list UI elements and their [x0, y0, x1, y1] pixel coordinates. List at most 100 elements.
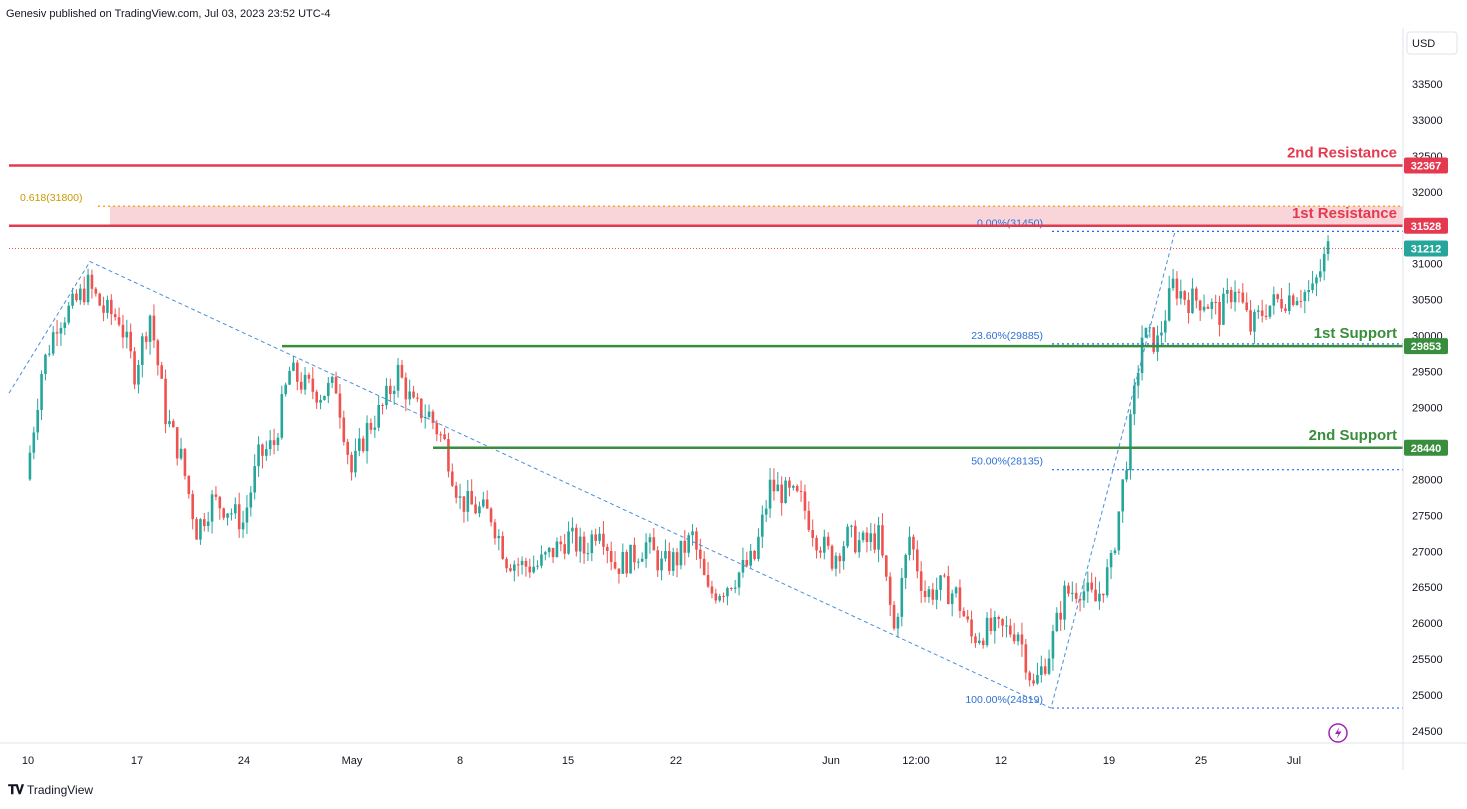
candle-down — [892, 604, 896, 629]
candle-down — [474, 504, 477, 514]
resistance-label: 1st Resistance — [1292, 205, 1397, 222]
candle-up — [644, 542, 648, 559]
candle-up — [978, 640, 981, 643]
candle-down — [400, 364, 404, 378]
currency-button[interactable]: USD — [1406, 31, 1458, 55]
candle-up — [761, 514, 764, 537]
candle-down — [819, 550, 822, 553]
candle-up — [392, 390, 396, 395]
candle-down — [315, 391, 318, 403]
candle-down — [606, 546, 609, 551]
candle-up — [1148, 327, 1152, 329]
candle-up — [757, 536, 760, 559]
candle-up — [1144, 327, 1148, 338]
candle-down — [981, 640, 985, 646]
candle-up — [323, 395, 326, 400]
candle-up — [954, 587, 958, 594]
price-tag-box — [1404, 157, 1448, 174]
plot-area[interactable] — [9, 28, 1403, 743]
candle-up — [1171, 278, 1175, 289]
candle-down — [75, 293, 78, 301]
candle-up — [63, 322, 67, 328]
candle-up — [358, 438, 361, 451]
candle-down — [102, 305, 105, 313]
candle-up — [1105, 567, 1109, 596]
y-tick-label: 33500 — [1412, 79, 1443, 91]
trend-line — [8, 231, 1176, 709]
candle-down — [113, 314, 117, 318]
x-tick-label: Jun — [822, 755, 840, 767]
y-tick-label: 26500 — [1412, 582, 1443, 594]
fib-level-label: 23.60%(29885) — [971, 330, 1043, 342]
fib-level-label: 50.00%(28135) — [971, 456, 1043, 468]
candle-up — [1307, 290, 1310, 293]
candle-down — [218, 496, 222, 509]
candle-down — [838, 555, 842, 562]
candle-up — [985, 617, 989, 646]
candle-up — [466, 491, 470, 512]
candle-down — [1059, 612, 1062, 620]
candle-down — [668, 551, 671, 571]
lightning-icon[interactable] — [1328, 723, 1348, 743]
y-tick-label: 33000 — [1412, 115, 1443, 127]
candle-up — [482, 499, 485, 507]
candle-up — [1121, 479, 1124, 512]
fib-level-label: 100.00%(24819) — [965, 694, 1043, 706]
candle-down — [237, 504, 241, 530]
candle-up — [396, 364, 400, 391]
candle-down — [881, 525, 884, 556]
candle-up — [40, 373, 43, 411]
candle-up — [427, 411, 431, 418]
candle-down — [815, 537, 818, 551]
candle-up — [1140, 337, 1144, 373]
candle-up — [823, 536, 826, 553]
last-price-tag-label: 31212 — [1411, 243, 1442, 255]
candle-down — [222, 508, 225, 518]
candle-down — [214, 494, 218, 497]
candle-up — [1160, 332, 1163, 336]
candle-up — [303, 374, 307, 390]
resistance-zone — [110, 206, 1403, 226]
support-label: 2nd Support — [1309, 427, 1397, 444]
candle-down — [1198, 300, 1202, 311]
candle-up — [292, 362, 295, 371]
candle-up — [691, 531, 694, 536]
candle-up — [687, 535, 690, 553]
candle-down — [272, 440, 276, 445]
candle-up — [629, 544, 632, 574]
candle-down — [121, 324, 125, 338]
price-tag-label: 28440 — [1411, 443, 1442, 455]
candle-up — [1082, 591, 1086, 601]
candle-down — [710, 586, 714, 594]
candle-up — [319, 399, 322, 403]
price-tag-label: 29853 — [1411, 341, 1442, 353]
candle-up — [935, 589, 938, 600]
candle-up — [206, 521, 210, 527]
candle-down — [389, 385, 392, 395]
candle-down — [82, 288, 86, 303]
candle-down — [582, 536, 586, 554]
candle-down — [962, 610, 966, 617]
candle-down — [1009, 625, 1012, 635]
candle-up — [1047, 658, 1051, 674]
candle-up — [586, 553, 590, 555]
candle-up — [230, 513, 233, 515]
candle-down — [261, 444, 264, 456]
candle-down — [970, 619, 973, 637]
candle-down — [361, 438, 365, 452]
candle-up — [1210, 301, 1214, 309]
candle-up — [536, 565, 539, 567]
candle-down — [1078, 598, 1082, 601]
support-label: 1st Support — [1314, 325, 1397, 342]
y-tick-label: 29500 — [1412, 367, 1443, 379]
footer-brand[interactable]: 𝐓𝐕 TradingView — [8, 782, 93, 798]
candle-up — [199, 519, 202, 540]
candle-up — [621, 551, 625, 574]
candle-up — [106, 299, 109, 313]
candle-up — [280, 394, 284, 438]
candle-up — [1322, 253, 1326, 272]
candle-down — [602, 533, 605, 547]
candle-up — [1191, 288, 1194, 314]
candle-down — [613, 561, 617, 569]
